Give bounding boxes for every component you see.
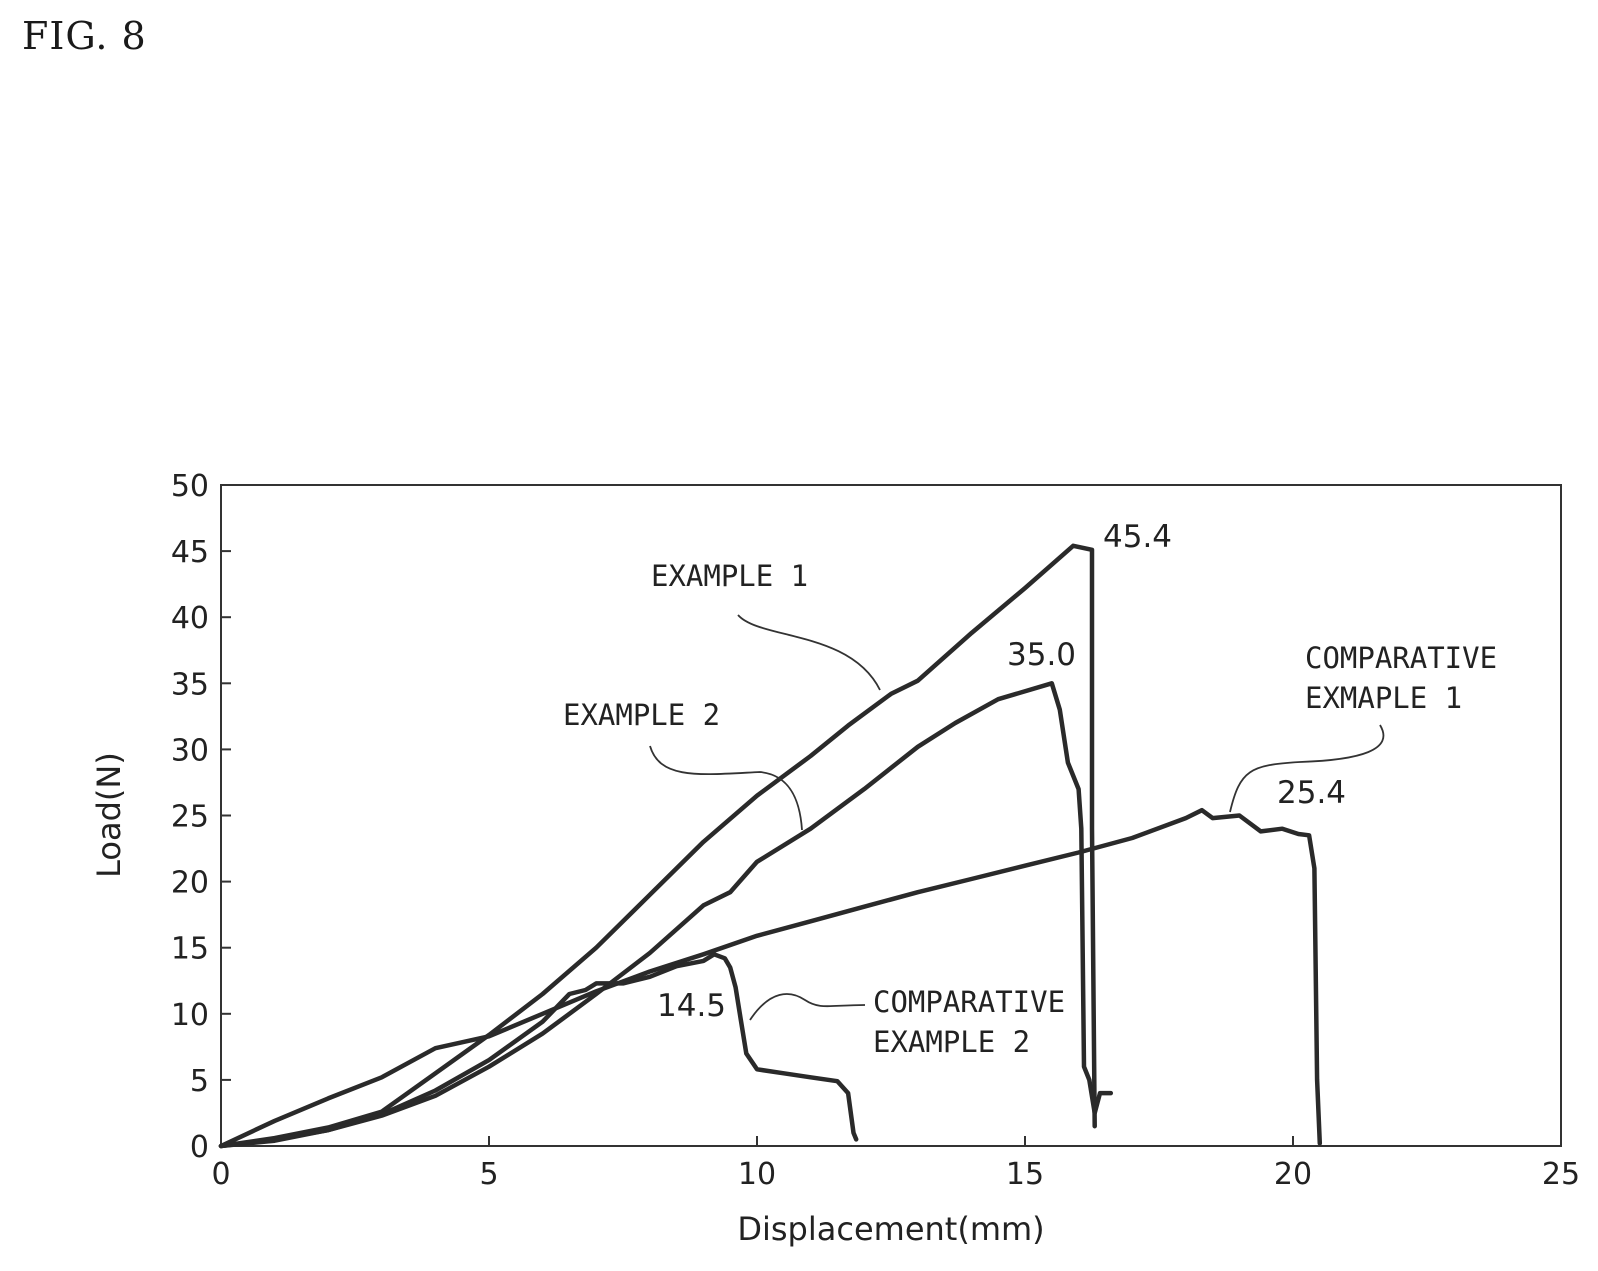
label-comparative-1-line2: EXMAPLE 1	[1305, 681, 1462, 715]
x-axis-title: Displacement(mm)	[737, 1210, 1044, 1248]
label-comparative-2-line1: COMPARATIVE	[873, 985, 1065, 1019]
x-tick-label: 10	[738, 1157, 776, 1192]
y-tick-label: 0	[190, 1130, 209, 1165]
y-tick-label: 35	[171, 667, 209, 702]
leader-comparative-2	[749, 993, 866, 1021]
x-tick-label: 15	[1006, 1157, 1044, 1192]
peak-label-example-2: 35.0	[1007, 637, 1076, 673]
figure-label: FIG. 8	[22, 14, 147, 58]
label-example-1: EXAMPLE 1	[651, 559, 808, 593]
y-tick-label: 5	[190, 1064, 209, 1099]
label-comparative-1-line1: COMPARATIVE	[1305, 641, 1497, 675]
y-tick-label: 10	[171, 998, 209, 1033]
x-tick-label: 5	[479, 1157, 498, 1192]
leader-example-2	[649, 745, 803, 831]
x-tick-label: 25	[1542, 1157, 1580, 1192]
y-axis-title: Load(N)	[90, 752, 128, 878]
y-tick-label: 25	[171, 800, 209, 835]
peak-label-example-1: 45.4	[1103, 519, 1172, 555]
x-tick-label: 0	[211, 1157, 230, 1192]
series-line-example-1	[218, 543, 1097, 1149]
series-line-comparative-exmaple-1	[218, 807, 1323, 1149]
leader-example-1	[737, 614, 881, 691]
series-labels: EXAMPLE 1 EXAMPLE 2 COMPARATIVE EXMAPLE …	[563, 559, 1497, 1059]
axis-ticks: 0 5 10 15 20 25 0 5 10 15 20 25 30 35 40 45 50	[171, 469, 1580, 1192]
x-tick-label: 20	[1274, 1157, 1312, 1192]
series-line-comparative-example-2	[218, 952, 859, 1149]
label-example-2: EXAMPLE 2	[563, 698, 720, 732]
y-tick-label: 40	[171, 601, 209, 636]
y-tick-label: 30	[171, 733, 209, 768]
leader-lines	[649, 614, 1385, 1021]
series-line-example-2	[218, 681, 1114, 1149]
y-tick-label: 20	[171, 866, 209, 901]
y-tick-label: 50	[171, 469, 209, 504]
label-comparative-2-line2: EXAMPLE 2	[873, 1025, 1030, 1059]
y-tick-label: 15	[171, 932, 209, 967]
leader-comparative-1	[1229, 724, 1385, 813]
peak-label-comparative-2: 14.5	[657, 988, 726, 1024]
series-group	[218, 543, 1323, 1149]
peak-labels: 45.4 35.0 25.4 14.5	[657, 519, 1346, 1024]
y-tick-label: 45	[171, 535, 209, 570]
peak-label-comparative-1: 25.4	[1277, 775, 1346, 811]
